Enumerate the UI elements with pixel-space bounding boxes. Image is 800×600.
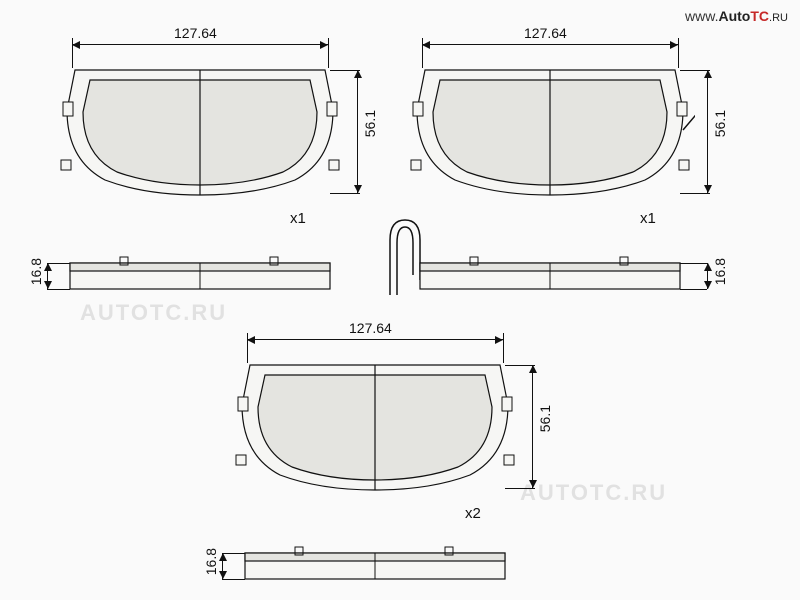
dim-thickness-value: 16.8 <box>28 258 44 285</box>
qty-label: x2 <box>465 505 481 522</box>
watermark: AUTOTC.RU <box>520 480 667 506</box>
watermark: AUTOTC.RU <box>80 300 227 326</box>
pad-side-view <box>55 255 345 300</box>
pad-shape <box>405 60 695 200</box>
pad-side-view <box>405 255 695 300</box>
dim-thick-arrow <box>222 553 223 579</box>
diagram-container: www.AutoTC.RU AUTOTC.RU AUTOTC.RU AUTOTC… <box>0 0 800 600</box>
url-prefix: www. <box>685 8 718 24</box>
dim-thick-arrow <box>707 263 708 289</box>
dim-width-value: 127.64 <box>174 25 217 41</box>
site-url: www.AutoTC.RU <box>685 8 788 24</box>
dim-height-arrow <box>707 70 708 193</box>
dim-thickness-value: 16.8 <box>712 258 728 285</box>
url-tc: TC <box>750 8 769 24</box>
pad-shape <box>55 60 345 200</box>
dim-height-arrow <box>532 365 533 488</box>
dim-height-value: 56.1 <box>712 110 728 137</box>
dim-width-arrow <box>422 44 678 45</box>
qty-label: x1 <box>290 210 306 227</box>
pad-side-view <box>230 545 520 590</box>
dim-height-arrow <box>357 70 358 193</box>
dim-width-value: 127.64 <box>349 320 392 336</box>
url-auto: Auto <box>718 8 750 24</box>
dim-height-value: 56.1 <box>537 405 553 432</box>
dim-height-value: 56.1 <box>362 110 378 137</box>
qty-label: x1 <box>640 210 656 227</box>
dim-thick-arrow <box>47 263 48 289</box>
dim-width-arrow <box>247 339 503 340</box>
dim-thickness-value: 16.8 <box>203 548 219 575</box>
pad-shape <box>230 355 520 495</box>
url-ru: .RU <box>769 12 788 24</box>
dim-width-arrow <box>72 44 328 45</box>
dim-width-value: 127.64 <box>524 25 567 41</box>
